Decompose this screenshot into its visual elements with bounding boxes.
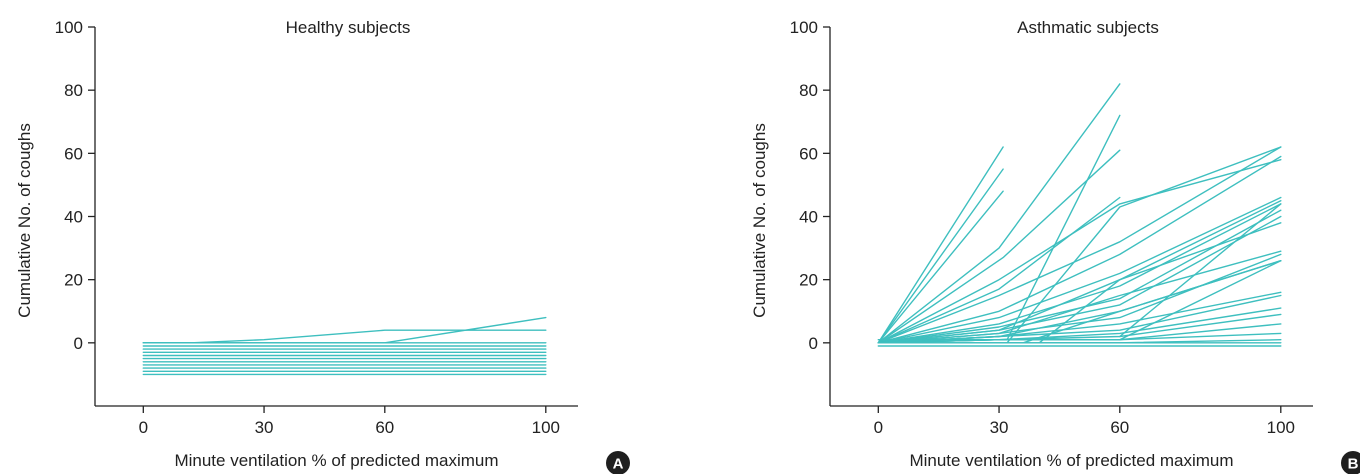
series-line-28 xyxy=(1006,146,1282,344)
series-line-24 xyxy=(877,332,1282,344)
series-line-30 xyxy=(1119,203,1282,338)
y-tick-label: 100 xyxy=(55,18,83,37)
x-axis-label: Minute ventilation % of predicted maximu… xyxy=(174,451,498,470)
y-axis-label: Cumulative No. of coughs xyxy=(15,123,34,318)
chart-a-svg: 0 20 40 60 80 100 0 30 60 100 Healthy subjects Minu… xyxy=(15,18,630,474)
series-line-6 xyxy=(877,114,1121,341)
series-line-7 xyxy=(877,196,1121,344)
chart-panel-a: 0 20 40 60 80 100 0 30 60 100 Healthy subjects Minu… xyxy=(15,18,630,474)
y-tick-label: 40 xyxy=(64,208,83,227)
series-line-2 xyxy=(877,168,1004,344)
series-line-9 xyxy=(877,146,1282,344)
y-tick-label: 80 xyxy=(64,81,83,100)
y-tick-label: 60 xyxy=(64,144,83,163)
x-axis-label: Minute ventilation % of predicted maximu… xyxy=(909,451,1233,470)
panel-label-badge: A xyxy=(606,451,630,474)
y-tick-label: 20 xyxy=(64,271,83,290)
panel-label: A xyxy=(613,456,624,473)
x-tick-label: 0 xyxy=(139,418,148,437)
series-line-15 xyxy=(877,222,1282,344)
y-axis-label: Cumulative No. of coughs xyxy=(750,123,769,318)
series-line-1 xyxy=(877,146,1004,344)
y-tick-label: 20 xyxy=(799,271,818,290)
series-line-13 xyxy=(877,209,1282,344)
series-line-5 xyxy=(877,149,1121,344)
panel-badge-circle xyxy=(1341,451,1360,474)
y-tick-label: 100 xyxy=(790,18,818,37)
series-line-11 xyxy=(877,196,1282,344)
chart-panel-b: 0 20 40 60 80 100 0 30 60 100 Asthmatic subjects Mi… xyxy=(680,0,1360,474)
series-line-31 xyxy=(1119,260,1282,341)
series-line-3 xyxy=(877,190,1004,344)
x-tick-label: 100 xyxy=(1267,418,1295,437)
series-line-4 xyxy=(877,83,1121,344)
series-line-1 xyxy=(142,329,547,344)
chart-title: Healthy subjects xyxy=(286,18,411,37)
series-line-29 xyxy=(1038,199,1282,344)
x-tick-label: 60 xyxy=(1110,418,1129,437)
y-tick-label: 80 xyxy=(799,81,818,100)
panel-label-badge: B xyxy=(1341,451,1360,474)
chart-title: Asthmatic subjects xyxy=(1017,18,1159,37)
x-tick-label: 30 xyxy=(990,418,1009,437)
series-line-20 xyxy=(877,294,1282,344)
y-tick-label: 0 xyxy=(74,334,83,353)
series-line-8 xyxy=(877,158,1282,344)
chart-b-svg: 0 20 40 60 80 100 0 30 60 100 Asthmatic subjects Mi… xyxy=(750,18,1360,474)
panel-label: B xyxy=(1348,456,1359,473)
x-tick-label: 60 xyxy=(375,418,394,437)
y-tick-label: 60 xyxy=(799,144,818,163)
x-tick-label: 0 xyxy=(874,418,883,437)
y-tick-label: 40 xyxy=(799,208,818,227)
series-line-10 xyxy=(877,155,1282,344)
y-tick-label: 0 xyxy=(809,334,818,353)
x-tick-label: 30 xyxy=(255,418,274,437)
x-tick-label: 100 xyxy=(532,418,560,437)
panel-badge-circle xyxy=(606,451,630,474)
series-line-32 xyxy=(1022,260,1282,344)
